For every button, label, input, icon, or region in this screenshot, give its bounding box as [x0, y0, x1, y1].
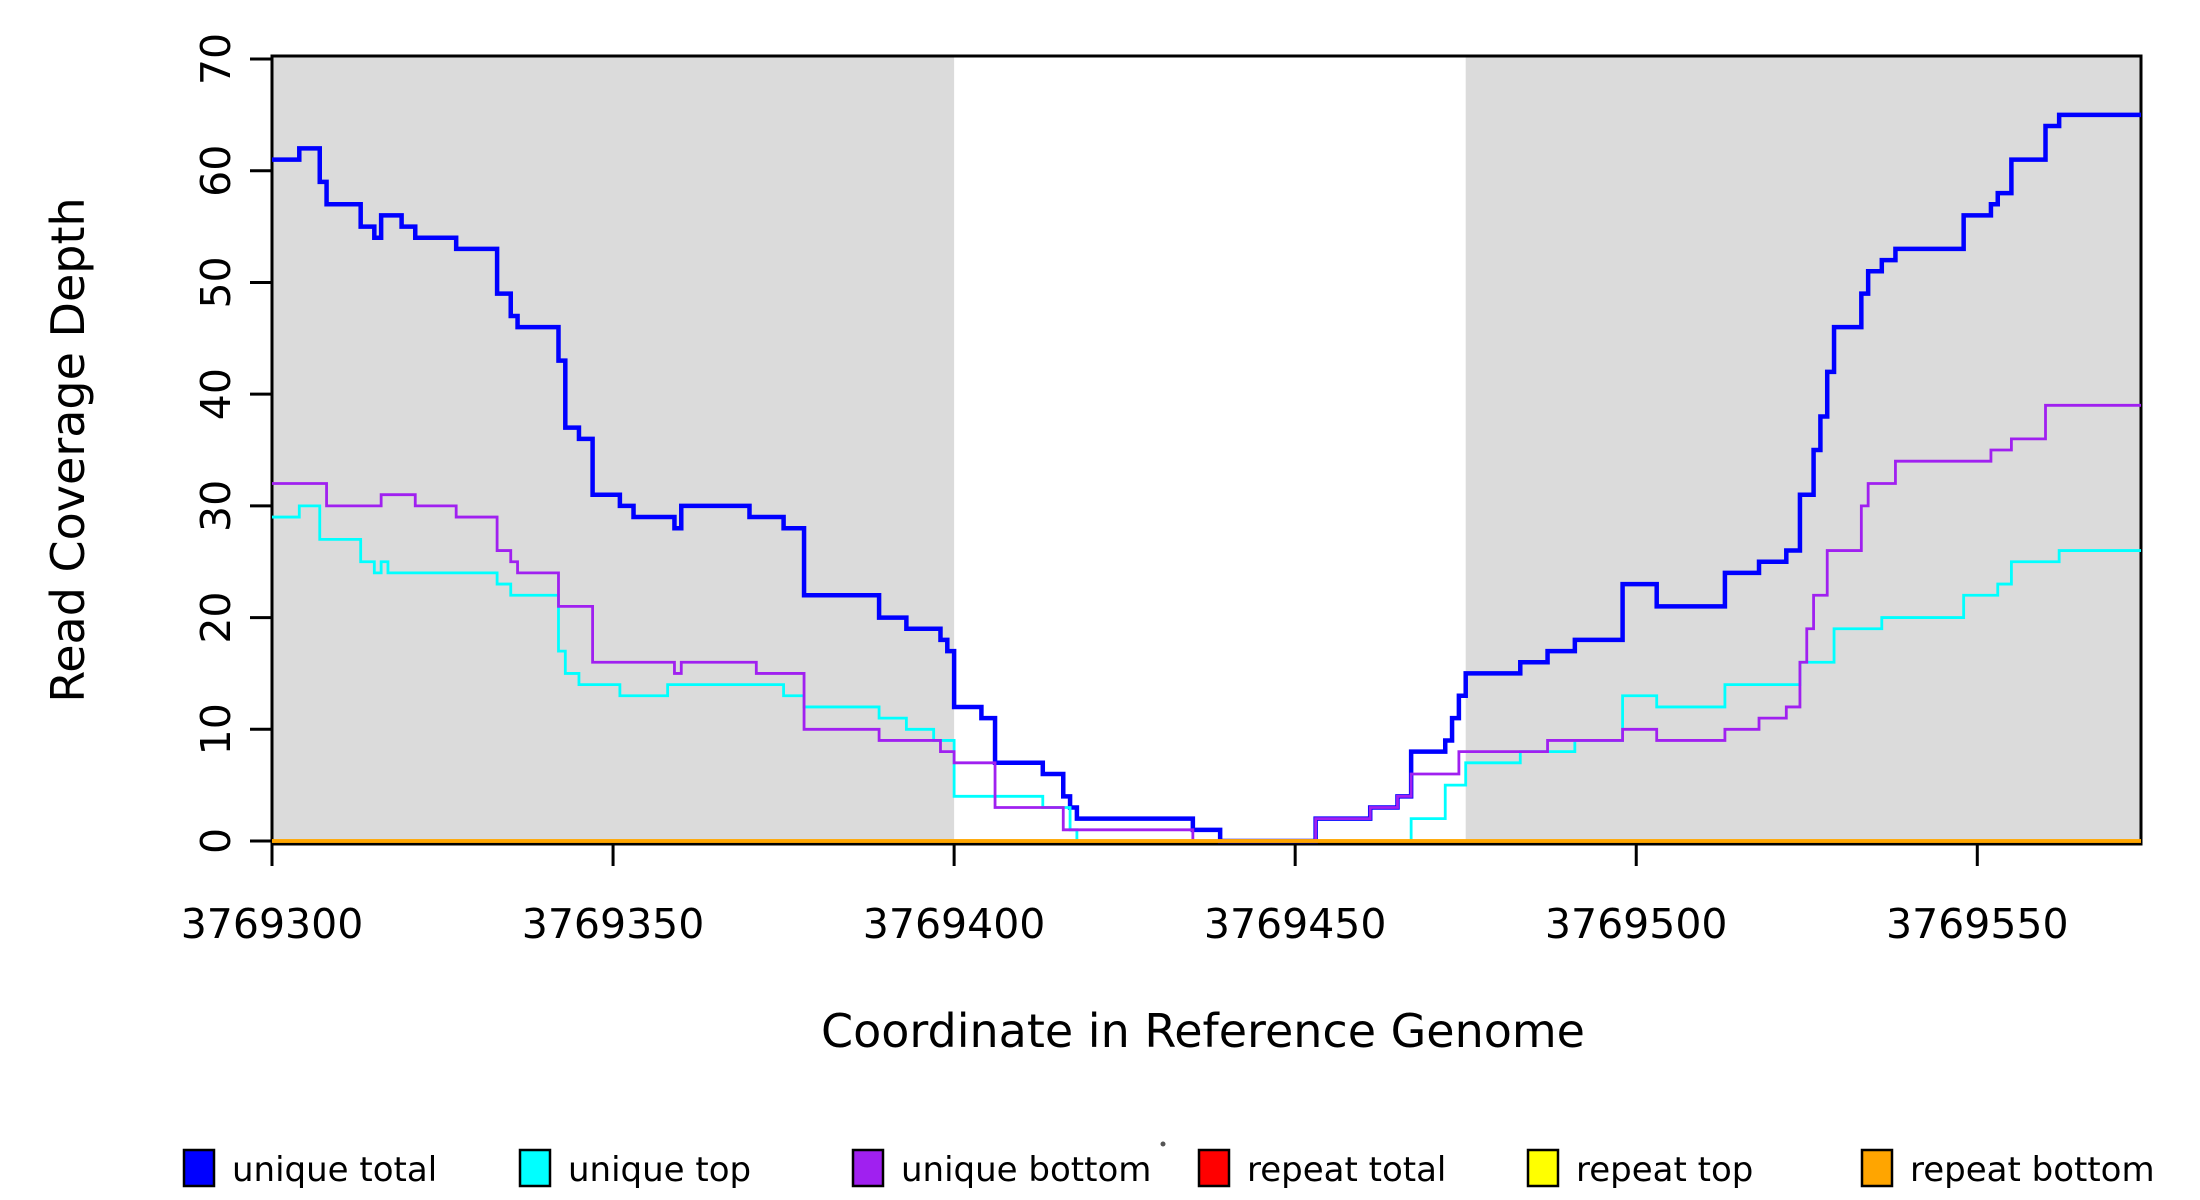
- legend-item-unique-top: unique top: [518, 1148, 751, 1190]
- y-tick-label: 40: [192, 368, 240, 420]
- legend-item-label: repeat total: [1247, 1150, 1446, 1190]
- series-line-unique-top: [272, 504, 2141, 843]
- stray-mark: [1160, 1141, 1166, 1147]
- x-tick-label: 3769450: [1204, 900, 1387, 948]
- y-tick-label: 20: [192, 591, 240, 643]
- x-axis: 3769300 3769350 3769400 3769450 3769500 37695…: [181, 844, 2069, 948]
- shaded-region: [272, 57, 955, 843]
- y-tick-label: 70: [192, 33, 240, 85]
- legend-swatch: [1526, 1148, 1560, 1188]
- x-tick-label: 3769400: [863, 900, 1046, 948]
- y-tick-label: 0: [192, 828, 240, 854]
- legend-item-unique-bottom: unique bottom: [851, 1148, 1151, 1190]
- legend-swatch: [1860, 1148, 1894, 1188]
- legend-item-label: repeat top: [1576, 1150, 1753, 1190]
- series-line-unique-bottom: [272, 403, 2141, 843]
- shaded-region: [1465, 57, 2141, 843]
- y-tick-label: 60: [192, 145, 240, 197]
- legend-item-label: unique total: [232, 1150, 437, 1190]
- x-tick-label: 3769500: [1545, 900, 1728, 948]
- x-tick-label: 3769350: [522, 900, 705, 948]
- legend-swatch: [182, 1148, 216, 1188]
- legend-item-repeat-bottom: repeat bottom: [1860, 1148, 2155, 1190]
- y-axis-title: Read Coverage Depth: [41, 197, 95, 702]
- legend-item-label: unique bottom: [901, 1150, 1151, 1190]
- legend-item-label: unique top: [568, 1150, 751, 1190]
- legend-item-repeat-total: repeat total: [1197, 1148, 1446, 1190]
- legend-swatch: [851, 1148, 885, 1188]
- legend-item-label: repeat bottom: [1910, 1150, 2155, 1190]
- legend-item-repeat-top: repeat top: [1526, 1148, 1753, 1190]
- series-line-unique-total: [272, 112, 2141, 844]
- y-tick-label: 50: [192, 256, 240, 308]
- y-tick-label: 30: [192, 480, 240, 532]
- plot-box: [270, 54, 2143, 846]
- shaded-regions: [272, 57, 2141, 843]
- legend-item-unique-total: unique total: [182, 1148, 437, 1190]
- plot-border: [270, 54, 2143, 846]
- y-axis: 0 10 20 30 40 50 60 70: [192, 33, 272, 854]
- x-axis-title: Coordinate in Reference Genome: [821, 1004, 1585, 1058]
- y-tick-label: 10: [192, 703, 240, 755]
- legend-swatch: [518, 1148, 552, 1188]
- legend-swatch: [1197, 1148, 1231, 1188]
- series-lines: [272, 112, 2141, 844]
- x-tick-label: 3769550: [1886, 900, 2069, 948]
- legend: unique total unique top unique bottom repea…: [182, 1148, 2155, 1190]
- x-tick-label: 3769300: [181, 900, 364, 948]
